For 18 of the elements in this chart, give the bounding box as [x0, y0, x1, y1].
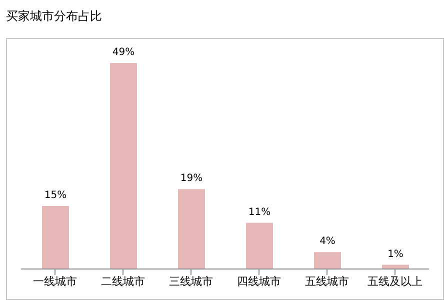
- bar: [178, 189, 205, 269]
- data-label: 4%: [320, 236, 336, 248]
- x-tick-label: 二线城市: [101, 274, 145, 288]
- data-label: 19%: [180, 173, 203, 184]
- data-label: 1%: [388, 248, 404, 260]
- bar: [246, 222, 273, 269]
- data-label: 49%: [112, 47, 135, 58]
- x-tick-label: 四线城市: [237, 274, 281, 288]
- data-label: 15%: [44, 190, 67, 201]
- x-tick-label: 一线城市: [33, 274, 77, 288]
- chart-title: 买家城市分布占比: [6, 8, 102, 25]
- bar: [110, 63, 137, 269]
- bar: [42, 206, 69, 269]
- x-tick-label: 五线城市: [305, 274, 349, 288]
- x-tick-label: 五线及以上: [368, 274, 422, 288]
- x-tick-label: 三线城市: [169, 274, 213, 288]
- bar: [314, 252, 341, 269]
- data-label: 11%: [248, 206, 271, 218]
